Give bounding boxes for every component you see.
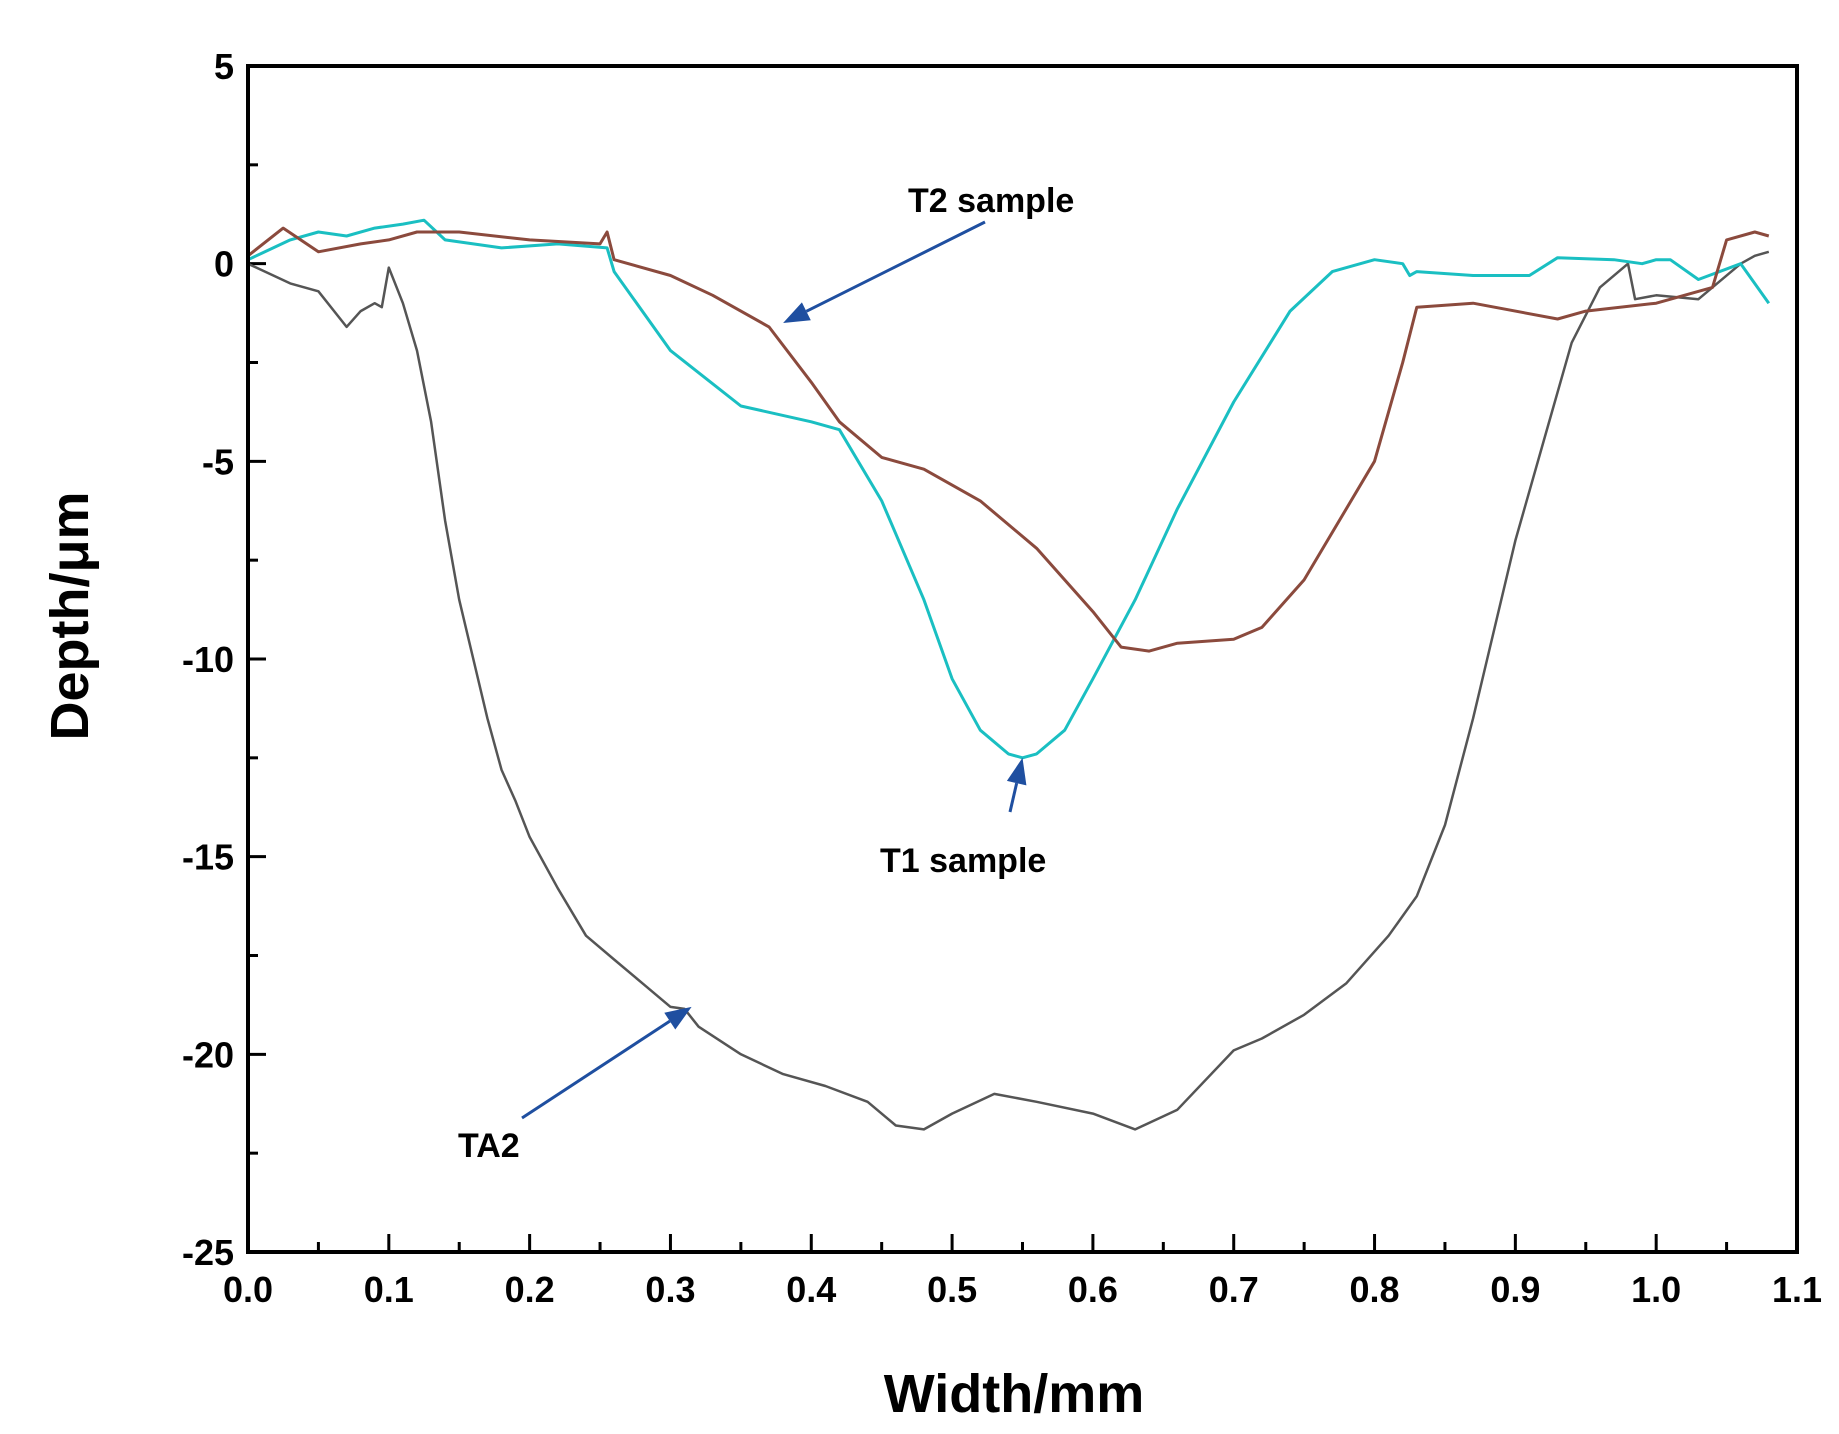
- annotation-arrow: [521, 1019, 671, 1120]
- y-tick-label: -20: [182, 1034, 234, 1075]
- x-tick-label: 0.6: [1068, 1269, 1118, 1310]
- series-line-ta2: [247, 250, 1770, 1131]
- x-tick-label: 0.2: [505, 1269, 555, 1310]
- annotation-t1-sample: T1 sample: [880, 842, 1046, 880]
- y-tick-label: -10: [182, 639, 234, 680]
- annotation-arrowhead: [1006, 757, 1027, 786]
- annotation-arrowhead: [783, 302, 811, 323]
- x-tick-label: 0.8: [1350, 1269, 1400, 1310]
- y-tick-label: -25: [182, 1232, 234, 1273]
- annotation-t2-sample: T2 sample: [908, 182, 1074, 220]
- x-tick-label: 0.5: [927, 1269, 977, 1310]
- x-tick-label: 0.3: [645, 1269, 695, 1310]
- x-tick-label: 1.0: [1631, 1269, 1681, 1310]
- y-tick-label: -15: [182, 837, 234, 878]
- y-tick-label: 5: [214, 46, 234, 87]
- annotation-arrow: [805, 220, 986, 313]
- x-axis-title: Width/mm: [884, 1364, 1144, 1424]
- x-tick-label: 0.7: [1209, 1269, 1259, 1310]
- plot-frame: [246, 64, 1799, 1254]
- x-tick-label: 0.1: [364, 1269, 414, 1310]
- y-tick-label: 0: [214, 244, 234, 285]
- y-axis-title: Depth/μm: [40, 491, 100, 740]
- x-axis-ticks: 0.0 0.1 0.2 0.3 0.4 0.5 0.6 0.7 0.8 0.9 1.0 1.1: [223, 1234, 1822, 1310]
- series-line-t2-sample: [247, 226, 1770, 653]
- x-tick-label: 1.1: [1772, 1269, 1822, 1310]
- x-tick-label: 0.0: [223, 1269, 273, 1310]
- series-lines: [247, 218, 1771, 1131]
- x-tick-label: 0.4: [786, 1269, 836, 1310]
- series-line-t1-sample: [247, 218, 1771, 760]
- y-tick-label: -5: [202, 441, 234, 482]
- annotation-ta2: TA2: [458, 1127, 520, 1165]
- x-tick-label: 0.9: [1490, 1269, 1540, 1310]
- annotation-arrowhead: [664, 1006, 692, 1030]
- annotation-arrow: [1008, 782, 1019, 813]
- y-axis-ticks: 5 0 -5 -10 -15 -20 -25: [182, 46, 266, 1273]
- annotations: T2 sample T1 sample TA2: [458, 182, 1074, 1165]
